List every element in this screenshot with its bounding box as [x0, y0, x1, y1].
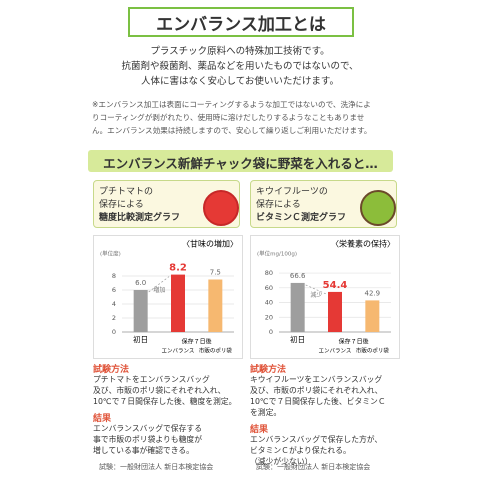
y-tick-label: 60 — [265, 284, 273, 292]
x-tick-label: 初日 — [133, 334, 148, 344]
intro-line: 人体に害はなく安心してお使いいただけます。 — [141, 76, 339, 87]
y-tick-label: 4 — [112, 300, 116, 308]
y-tick-label: 20 — [265, 313, 273, 321]
y-tick-label: 0 — [112, 328, 116, 336]
result-title: 結果 — [93, 414, 112, 424]
note-line: ん。エンバランス効果は持続しますので、安心して繰り返しご利用いただけます。 — [92, 126, 372, 135]
note-line: りコーティングが剥がれたり、使用時に溶けだしたりするようなこともありませ — [92, 113, 365, 122]
value-label: 6.0 — [135, 279, 146, 287]
y-tick-label: 40 — [265, 299, 273, 307]
result-line: 事で市販のポリ袋よりも糖度が — [93, 435, 202, 444]
chart: 〈栄養素の保持〉 (単位mg/100g) 0 20 40 60 80 66.6 初日 54.4 エン… — [250, 235, 400, 359]
bar — [365, 300, 380, 332]
method-title: 試験方法 — [250, 365, 287, 375]
banner: エンバランス新鮮チャック袋に野菜を入れると… — [103, 156, 378, 171]
method-line: 及び、市販のポリ袋にそれぞれ入れ、 — [93, 386, 226, 395]
y-label: (単位度) — [100, 250, 121, 258]
x-tick-label: 市販のポリ袋 — [356, 347, 390, 355]
label-line: プチトマトの — [99, 187, 154, 197]
annotation-arrow — [148, 276, 170, 293]
bar — [171, 274, 185, 332]
header-title: エンバランス加工とは — [156, 15, 326, 35]
y-label: (単位mg/100g) — [257, 250, 297, 258]
note-line: ※エンバランス加工は表面にコーティングするような加工ではないので、洗浄によ — [92, 100, 371, 109]
label-line: 保存による — [99, 200, 144, 210]
annotation: 減少 — [310, 291, 322, 299]
fruit — [203, 190, 239, 226]
chart: 〈甘味の増加〉 (単位度) 0 2 4 6 8 6.0 初日 8.2 エンバランス 7.5 市販のポリ袋… — [93, 235, 243, 359]
bar — [290, 282, 305, 332]
header-box — [128, 7, 354, 37]
intro-line: プラスチック原料への特殊加工技術です。 — [150, 46, 330, 57]
result-line: エンバランスバッグで保存した方が、 — [250, 435, 383, 444]
method-line: を測定。 — [250, 408, 282, 417]
value-label: 54.4 — [323, 280, 348, 291]
x-tick-label: エンバランス — [319, 348, 352, 355]
x-tick-label: エンバランス — [162, 348, 195, 355]
y-tick-label: 6 — [112, 286, 116, 294]
group-label: 保存７日後 — [339, 338, 369, 346]
value-label: 66.6 — [290, 272, 306, 280]
method-line: 及び、市販のポリ袋にそれぞれ入れ、 — [250, 386, 383, 395]
result-title: 結果 — [250, 425, 269, 435]
method-title: 試験方法 — [93, 365, 130, 375]
value-label: 8.2 — [169, 263, 187, 274]
source: 試験：一般財団法人 新日本検定協会 — [99, 463, 214, 471]
source: 試験：一般財団法人 新日本検定協会 — [256, 463, 371, 471]
label-line: 糖度比較測定グラフ — [99, 213, 181, 223]
bar — [208, 279, 223, 332]
annotation: 増加 — [153, 286, 165, 294]
y-tick-label: 2 — [112, 314, 116, 322]
method-line: キウイフルーツをエンバランスバッグ — [250, 375, 383, 384]
value-label: 7.5 — [210, 269, 221, 277]
bar — [328, 291, 342, 332]
chart-subtitle: 〈甘味の増加〉 — [182, 239, 238, 249]
method-line: 10℃で７日間保存した後、糖度を測定。 — [93, 397, 237, 406]
chart-subtitle: 〈栄養素の保持〉 — [331, 239, 395, 249]
bar — [133, 290, 148, 332]
result-line: エンバランスバッグで保存する — [93, 424, 202, 433]
y-tick-label: 0 — [269, 328, 273, 336]
x-tick-label: 市販のポリ袋 — [199, 347, 233, 355]
result-line: （減少が少ない） — [250, 457, 313, 466]
result-line: ビタミンＣがより保たれる。 — [250, 446, 351, 455]
label-line: ビタミンＣ測定グラフ — [256, 213, 347, 223]
intro-line: 抗菌剤や殺菌剤、薬品などを用いたものではないので、 — [121, 61, 359, 72]
method-line: 10℃で７日間保存した後、ビタミンＣ — [250, 397, 386, 406]
value-label: 42.9 — [365, 289, 381, 297]
y-tick-label: 8 — [112, 272, 116, 280]
fruit — [360, 190, 396, 226]
label-line: キウイフルーツの — [256, 187, 328, 197]
x-tick-label: 初日 — [290, 334, 305, 344]
label-line: 保存による — [256, 200, 301, 210]
y-tick-label: 80 — [265, 269, 273, 277]
result-line: 増している事が確認できる。 — [93, 446, 194, 455]
method-line: プチトマトをエンバランスバッグ — [93, 375, 210, 384]
banner-bg — [88, 150, 393, 172]
group-label: 保存７日後 — [182, 338, 212, 346]
